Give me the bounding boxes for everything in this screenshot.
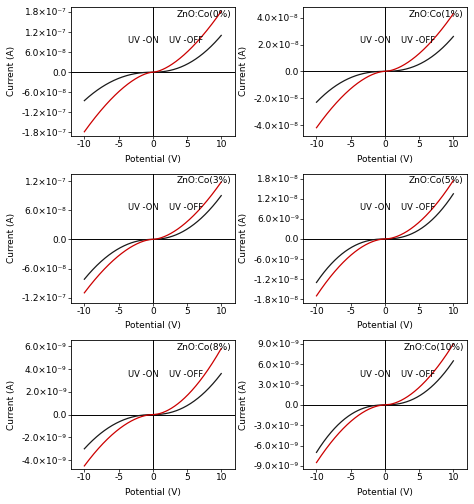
Text: UV -ON: UV -ON: [128, 36, 159, 45]
X-axis label: Potential (V): Potential (V): [125, 488, 181, 497]
Text: UV -OFF: UV -OFF: [401, 203, 436, 212]
Y-axis label: Current (A): Current (A): [7, 380, 16, 430]
X-axis label: Potential (V): Potential (V): [125, 321, 181, 330]
Text: UV -ON: UV -ON: [128, 203, 159, 212]
Text: ZnO:Co(1%): ZnO:Co(1%): [409, 10, 464, 19]
Text: ZnO:Co(10%): ZnO:Co(10%): [403, 343, 464, 352]
Text: ZnO:Co(0%): ZnO:Co(0%): [177, 10, 232, 19]
Text: UV -ON: UV -ON: [360, 36, 391, 45]
Text: UV -ON: UV -ON: [128, 369, 159, 379]
Y-axis label: Current (A): Current (A): [239, 46, 248, 96]
Text: UV -OFF: UV -OFF: [401, 36, 436, 45]
Text: ZnO:Co(8%): ZnO:Co(8%): [177, 343, 232, 352]
X-axis label: Potential (V): Potential (V): [357, 155, 413, 163]
Y-axis label: Current (A): Current (A): [7, 46, 16, 96]
X-axis label: Potential (V): Potential (V): [357, 321, 413, 330]
Text: ZnO:Co(3%): ZnO:Co(3%): [177, 176, 232, 185]
Text: ZnO:Co(5%): ZnO:Co(5%): [409, 176, 464, 185]
X-axis label: Potential (V): Potential (V): [357, 488, 413, 497]
X-axis label: Potential (V): Potential (V): [125, 155, 181, 163]
Y-axis label: Current (A): Current (A): [239, 380, 248, 430]
Y-axis label: Current (A): Current (A): [239, 213, 248, 263]
Text: UV -OFF: UV -OFF: [169, 36, 203, 45]
Text: UV -OFF: UV -OFF: [401, 369, 436, 379]
Text: UV -ON: UV -ON: [360, 203, 391, 212]
Text: UV -OFF: UV -OFF: [169, 203, 203, 212]
Text: UV -OFF: UV -OFF: [169, 369, 203, 379]
Y-axis label: Current (A): Current (A): [7, 213, 16, 263]
Text: UV -ON: UV -ON: [360, 369, 391, 379]
